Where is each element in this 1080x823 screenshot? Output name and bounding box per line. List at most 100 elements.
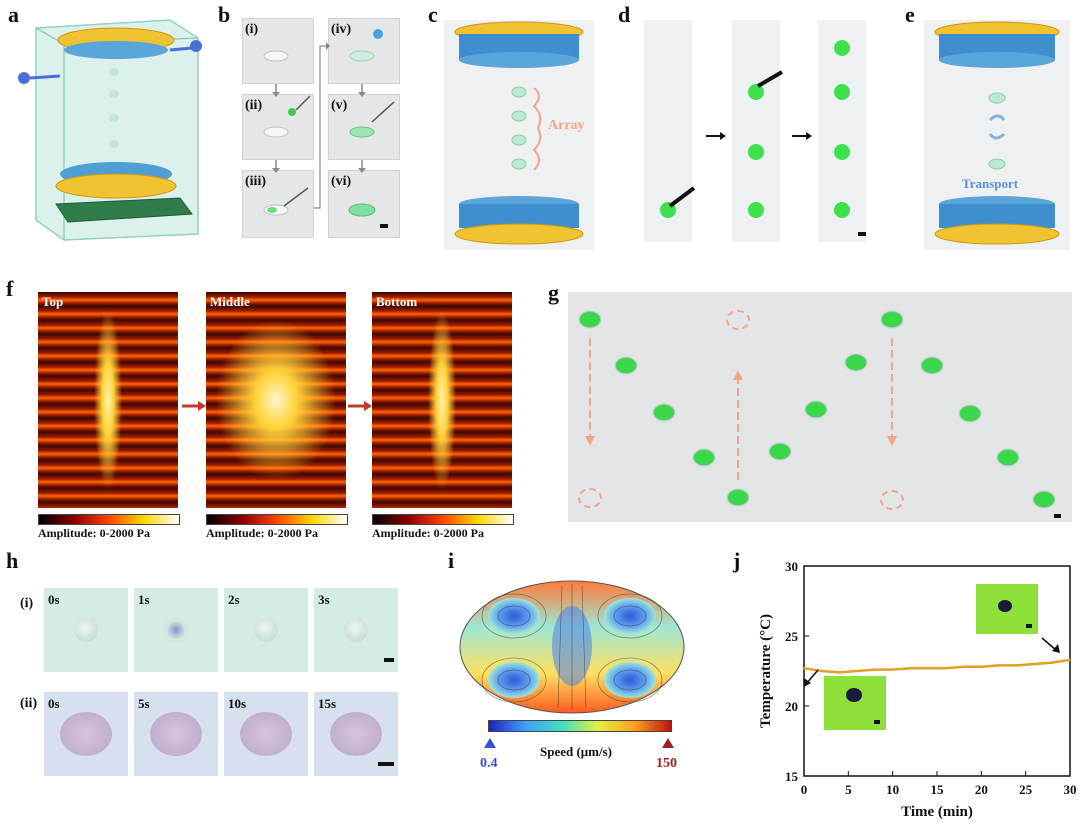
time-label: 3s	[318, 592, 330, 607]
trapping-sequence	[644, 20, 866, 242]
step-tile-iv	[328, 18, 400, 84]
x-tick-label: 25	[1019, 782, 1033, 797]
droplet	[922, 358, 942, 373]
step-tile-iii	[242, 170, 314, 238]
panel-label-c: c	[428, 2, 438, 27]
inset-droplet	[998, 600, 1012, 612]
amplitude-colorbar-label-3: Amplitude: 0-2000 Pa	[372, 526, 484, 540]
step-label-iv: (iv)	[331, 22, 352, 37]
map-title-middle: Middle	[210, 294, 250, 309]
step-label-iii: (iii)	[245, 174, 266, 189]
time-label: 2s	[228, 592, 240, 607]
droplet-ghost	[726, 310, 750, 330]
time-label: 0s	[48, 696, 60, 711]
panel-label-f: f	[6, 276, 14, 301]
inset-arrows	[804, 637, 1060, 687]
amplitude-colorbar-1	[38, 514, 180, 525]
panel-label-i: i	[448, 548, 455, 573]
step-sequence-graphics	[263, 29, 395, 228]
x-tick-label: 30	[1064, 782, 1077, 797]
transport-illustration	[924, 20, 1070, 250]
panel-label-g: g	[548, 280, 559, 305]
temperature-point	[874, 668, 876, 671]
y-tick-label: 30	[785, 559, 798, 574]
temperature-point	[945, 667, 947, 669]
scale-bar	[378, 762, 394, 766]
scale-bar	[384, 658, 394, 662]
time-label: 5s	[138, 696, 150, 711]
droplet-image	[330, 712, 382, 756]
time-label: 1s	[138, 592, 150, 607]
temperature-chart: 0 5 10 15 20 25 30 15 20 25 30 Time (min) Temperatur…	[758, 559, 1077, 820]
array-annotation: Array	[548, 118, 585, 133]
droplet	[1034, 492, 1054, 507]
temperature-point	[1069, 659, 1071, 661]
panel-label-j: j	[733, 548, 741, 573]
amplitude-colorbar-3	[372, 514, 514, 525]
step-label-ii: (ii)	[245, 98, 263, 113]
x-tick-label: 20	[975, 782, 988, 797]
droplet	[728, 490, 748, 505]
scale-bar	[1026, 624, 1032, 628]
droplet	[580, 312, 600, 327]
x-tick-label: 0	[801, 782, 808, 797]
time-label: 15s	[318, 696, 337, 711]
y-tick-label: 15	[785, 769, 799, 784]
amplitude-colorbar-2	[206, 514, 348, 525]
speed-colorbar-label: Speed (μm/s)	[540, 744, 613, 759]
inset-droplet	[846, 688, 862, 702]
speed-colorbar	[488, 720, 672, 732]
temperature-point	[856, 670, 858, 672]
x-tick-label: 15	[931, 782, 945, 797]
streaming-flow-field	[459, 580, 685, 714]
amplitude-colorbar-label-1: Amplitude: 0-2000 Pa	[38, 526, 150, 540]
y-tick-label: 20	[785, 699, 798, 714]
scale-bar	[874, 720, 880, 724]
x-tick-label: 10	[886, 782, 899, 797]
droplet	[654, 405, 674, 420]
droplet-motion-arrows	[585, 338, 1061, 518]
temperature-series-line	[803, 658, 1071, 674]
colorbar-markers	[484, 738, 674, 748]
droplet-ghost	[880, 490, 904, 510]
time-label: 0s	[48, 592, 60, 607]
droplet-image	[60, 712, 112, 756]
array-illustration	[444, 20, 594, 250]
droplet-ghost	[578, 488, 602, 508]
step-label-vi: (vi)	[331, 174, 352, 189]
droplet	[694, 450, 714, 465]
temperature-point	[803, 667, 805, 669]
droplet	[806, 402, 826, 417]
temperature-point	[980, 666, 983, 668]
droplet-image	[164, 618, 188, 642]
y-tick-label: 25	[785, 629, 799, 644]
droplet	[960, 406, 980, 421]
droplet-image	[240, 712, 292, 756]
temperature-point	[1051, 661, 1054, 664]
amplitude-map-middle	[206, 292, 346, 508]
time-label: 10s	[228, 696, 247, 711]
x-axis-label: Time (min)	[901, 804, 973, 820]
x-tick-label: 5	[845, 782, 852, 797]
droplet-image	[344, 618, 368, 642]
speed-min-label: 0.4	[480, 756, 498, 771]
panel-label-a: a	[8, 2, 19, 27]
step-label-i: (i)	[245, 22, 259, 37]
y-axis-label: Temperature (°C)	[758, 614, 774, 728]
temperature-point	[820, 670, 823, 672]
amplitude-map-bottom	[372, 292, 512, 508]
droplet	[770, 444, 790, 459]
panel-label-h: h	[6, 548, 19, 573]
row-label-ii: (ii)	[20, 696, 38, 711]
temperature-point	[1016, 664, 1018, 667]
map-title-top: Top	[42, 294, 64, 309]
droplet-image	[254, 618, 278, 642]
transport-annotation: Transport	[962, 176, 1019, 191]
droplet	[846, 355, 866, 370]
droplet	[616, 358, 636, 373]
droplet	[998, 450, 1018, 465]
panel-label-d: d	[618, 2, 631, 27]
amplitude-colorbar-label-2: Amplitude: 0-2000 Pa	[206, 526, 318, 540]
row-label-i: (i)	[20, 596, 34, 611]
temperature-point	[927, 667, 929, 669]
